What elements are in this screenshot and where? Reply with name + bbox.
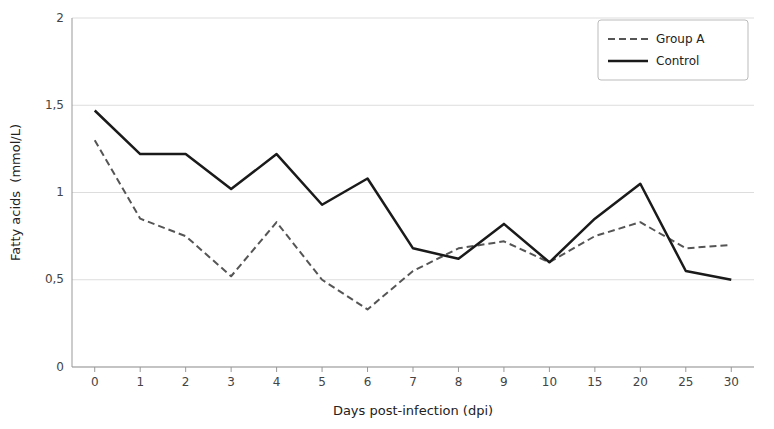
series-line — [95, 110, 732, 279]
y-tick-label: 0 — [56, 360, 64, 374]
x-tick — [731, 367, 732, 372]
y-tick-label: 2 — [56, 11, 64, 25]
x-tick-label: 5 — [318, 375, 326, 389]
x-tick-label: 2 — [182, 375, 190, 389]
legend-label: Control — [656, 54, 699, 68]
y-tick-label: 1 — [56, 185, 64, 199]
y-tick-label: 1,5 — [45, 98, 64, 112]
legend-swatch — [608, 60, 648, 63]
x-tick — [413, 367, 414, 372]
grid-line — [72, 105, 754, 106]
x-tick-label: 4 — [273, 375, 281, 389]
legend: Group A Control — [598, 20, 748, 80]
x-tick-label: 25 — [678, 375, 693, 389]
grid-line — [72, 18, 754, 19]
background — [0, 0, 774, 429]
x-tick — [94, 367, 95, 372]
x-tick-label: 7 — [409, 375, 417, 389]
series-line — [95, 140, 732, 309]
grid — [72, 18, 754, 367]
y-axis-label: Fatty acids (mmol/L) — [8, 124, 23, 261]
x-tick — [549, 367, 550, 372]
y-axis — [72, 18, 73, 367]
x-tick — [685, 367, 686, 372]
x-tick — [185, 367, 186, 372]
x-tick-label: 9 — [500, 375, 508, 389]
x-tick — [458, 367, 459, 372]
x-tick — [231, 367, 232, 372]
x-tick — [140, 367, 141, 372]
legend-label: Group A — [656, 32, 705, 46]
x-tick — [594, 367, 595, 372]
x-tick — [640, 367, 641, 372]
legend-swatch — [608, 38, 648, 40]
x-tick-label: 20 — [633, 375, 648, 389]
x-tick — [276, 367, 277, 372]
chart: 00,511,5201234567891015202530Days post-i… — [0, 0, 774, 429]
x-tick-label: 6 — [364, 375, 372, 389]
x-tick-label: 3 — [227, 375, 235, 389]
legend-box — [598, 20, 748, 80]
x-tick-label: 10 — [542, 375, 557, 389]
x-tick-label: 8 — [455, 375, 463, 389]
x-tick — [322, 367, 323, 372]
x-tick-label: 30 — [724, 375, 739, 389]
grid-line — [72, 192, 754, 193]
y-tick-label: 0,5 — [45, 272, 64, 286]
x-tick — [367, 367, 368, 372]
x-axis-label: Days post-infection (dpi) — [333, 403, 493, 418]
plot-area — [95, 110, 732, 309]
x-tick-label: 0 — [91, 375, 99, 389]
x-tick — [503, 367, 504, 372]
x-tick-label: 15 — [587, 375, 602, 389]
x-tick-label: 1 — [136, 375, 144, 389]
grid-line — [72, 279, 754, 280]
